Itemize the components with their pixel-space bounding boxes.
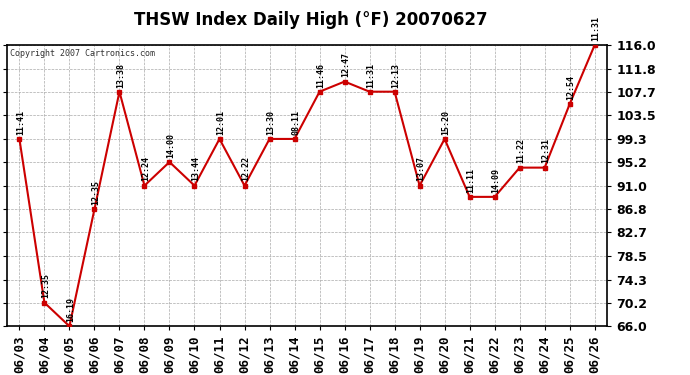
Text: 13:38: 13:38 [117, 63, 126, 87]
Text: 12:35: 12:35 [91, 180, 100, 205]
Text: 11:31: 11:31 [366, 63, 375, 87]
Text: Copyright 2007 Cartronics.com: Copyright 2007 Cartronics.com [10, 49, 155, 58]
Text: 15:20: 15:20 [442, 110, 451, 135]
Text: 12:13: 12:13 [391, 63, 400, 87]
Text: 11:46: 11:46 [317, 63, 326, 87]
Text: 12:31: 12:31 [542, 138, 551, 164]
Text: 13:44: 13:44 [191, 156, 200, 182]
Text: 12:01: 12:01 [217, 110, 226, 135]
Text: 12:47: 12:47 [342, 53, 351, 77]
Text: 12:22: 12:22 [241, 156, 250, 182]
Text: 13:30: 13:30 [266, 110, 275, 135]
Text: 11:11: 11:11 [466, 168, 475, 193]
Text: 12:35: 12:35 [41, 273, 50, 298]
Text: 14:09: 14:09 [491, 168, 500, 193]
Text: 11:41: 11:41 [17, 110, 26, 135]
Text: 08:11: 08:11 [291, 110, 300, 135]
Text: 11:22: 11:22 [517, 138, 526, 164]
Text: 14:00: 14:00 [166, 133, 175, 158]
Text: 16:19: 16:19 [66, 297, 75, 322]
Text: 12:24: 12:24 [141, 156, 150, 182]
Text: 11:31: 11:31 [591, 16, 600, 41]
Text: 13:07: 13:07 [417, 156, 426, 182]
Text: THSW Index Daily High (°F) 20070627: THSW Index Daily High (°F) 20070627 [134, 11, 487, 29]
Text: 12:54: 12:54 [566, 75, 575, 100]
